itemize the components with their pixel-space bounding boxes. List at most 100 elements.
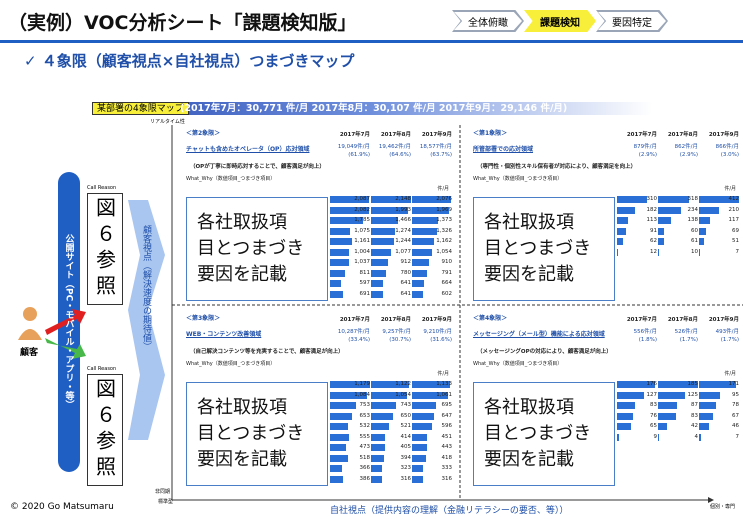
data-bar [330,476,343,483]
total-pct: (2.9%) [617,153,657,159]
total-pct: (64.6%) [371,153,411,159]
data-bar [371,476,382,483]
data-bar [412,423,432,430]
data-bar [371,238,394,245]
cell-value: 9 [654,434,658,440]
data-bar [412,465,423,472]
data-bar [412,217,438,224]
cell: 7 [699,433,739,442]
data-bar [617,249,618,256]
quadrant-title: WEB・コンテンツ改善領域 [186,332,261,338]
cell: 333 [412,464,452,473]
data-bar [699,217,710,224]
call-reason: Call Reason [87,185,116,191]
data-bar [699,392,720,399]
data-bar [330,249,349,256]
data-bar [330,413,352,420]
cell: 695 [412,401,452,410]
cell-value: 12 [650,249,657,255]
cell: 182 [617,206,657,215]
cell-value: 138 [688,217,699,223]
data-bar [330,465,342,472]
total-pct: (30.7%) [371,338,411,344]
cell: 1,122 [371,380,411,389]
data-bar [699,228,706,235]
cell-value: 61 [691,238,698,244]
cell-value: 1,054 [395,392,411,398]
cell: 61 [658,237,698,246]
cell: 113 [617,216,657,225]
data-bar [412,455,426,462]
total-pct: (2.9%) [658,153,698,159]
overlay-line: 各社取扱項 [484,395,614,421]
total-count: 9,210件/月 [412,330,452,336]
quadrant-note: （専門性・個別性スキル保有者が対応により、顧客満足を向上） [477,165,636,171]
overlay-line: 目とつまづき [197,421,327,447]
data-bar [412,434,427,441]
figure-ref: 図６参照 [87,193,123,305]
cell: 532 [330,422,370,431]
data-bar [699,402,716,409]
cell: 780 [371,269,411,278]
cell: 1,161 [330,237,370,246]
cell: 125 [658,391,698,400]
cell: 753 [330,401,370,410]
cell: 1,133 [412,380,452,389]
month: 2017年7月 [330,133,370,139]
total-count: 10,287件/月 [330,330,370,336]
quadrant-tag: ＜第3象限＞ [186,316,220,322]
cell-value: 1,075 [354,228,370,234]
month: 2017年9月 [699,318,739,324]
quadrant-title: 所管部署での応対領域 [473,147,533,153]
cell: 473 [330,443,370,452]
data-bar [330,291,343,298]
cell: 1,054 [371,391,411,400]
cell-value: 791 [442,270,453,276]
data-bar [617,402,635,409]
data-bar [617,196,647,203]
cell-value: 91 [650,228,657,234]
data-bar [699,207,719,214]
cell-value: 1,969 [436,207,452,213]
data-bar [658,434,659,441]
cell-value: 1,274 [395,228,411,234]
arrowhead [708,497,714,503]
cell-value: 1,084 [354,392,370,398]
cell: 1,061 [412,391,452,400]
cell: 912 [371,258,411,267]
overlay-note: 各社取扱項目とつまづき要因を記載 [473,382,615,486]
cell-value: 333 [442,465,453,471]
data-bar [330,280,341,287]
cell: 641 [371,290,411,299]
data-bar [371,270,386,277]
total-pct: (63.7%) [412,153,452,159]
data-bar [371,228,395,235]
cell: 95 [699,391,739,400]
person-head [23,307,37,321]
unit: 件/月 [437,187,449,192]
data-bar [330,434,349,441]
cell: 691 [330,290,370,299]
cell-value: 83 [691,413,698,419]
overlay-line: 目とつまづき [484,236,614,262]
cell: 596 [412,422,452,431]
cell: 78 [699,401,739,410]
overlay-line: 要因を記載 [484,447,614,473]
cell: 171 [699,380,739,389]
cell: 2,076 [412,195,452,204]
data-bar [699,238,704,245]
cell-value: 310 [647,196,658,202]
cell-value: 113 [647,217,658,223]
cell-value: 405 [401,444,412,450]
cell: 647 [412,412,452,421]
cell: 910 [412,258,452,267]
cell: 51 [699,237,739,246]
data-bar [412,280,424,287]
cell: 69 [699,227,739,236]
cell: 1,037 [330,258,370,267]
cell-value: 473 [360,444,371,450]
data-bar [371,465,382,472]
cell-value: 1,785 [354,217,370,223]
total-pct: (61.9%) [330,153,370,159]
cell-value: 210 [729,207,740,213]
